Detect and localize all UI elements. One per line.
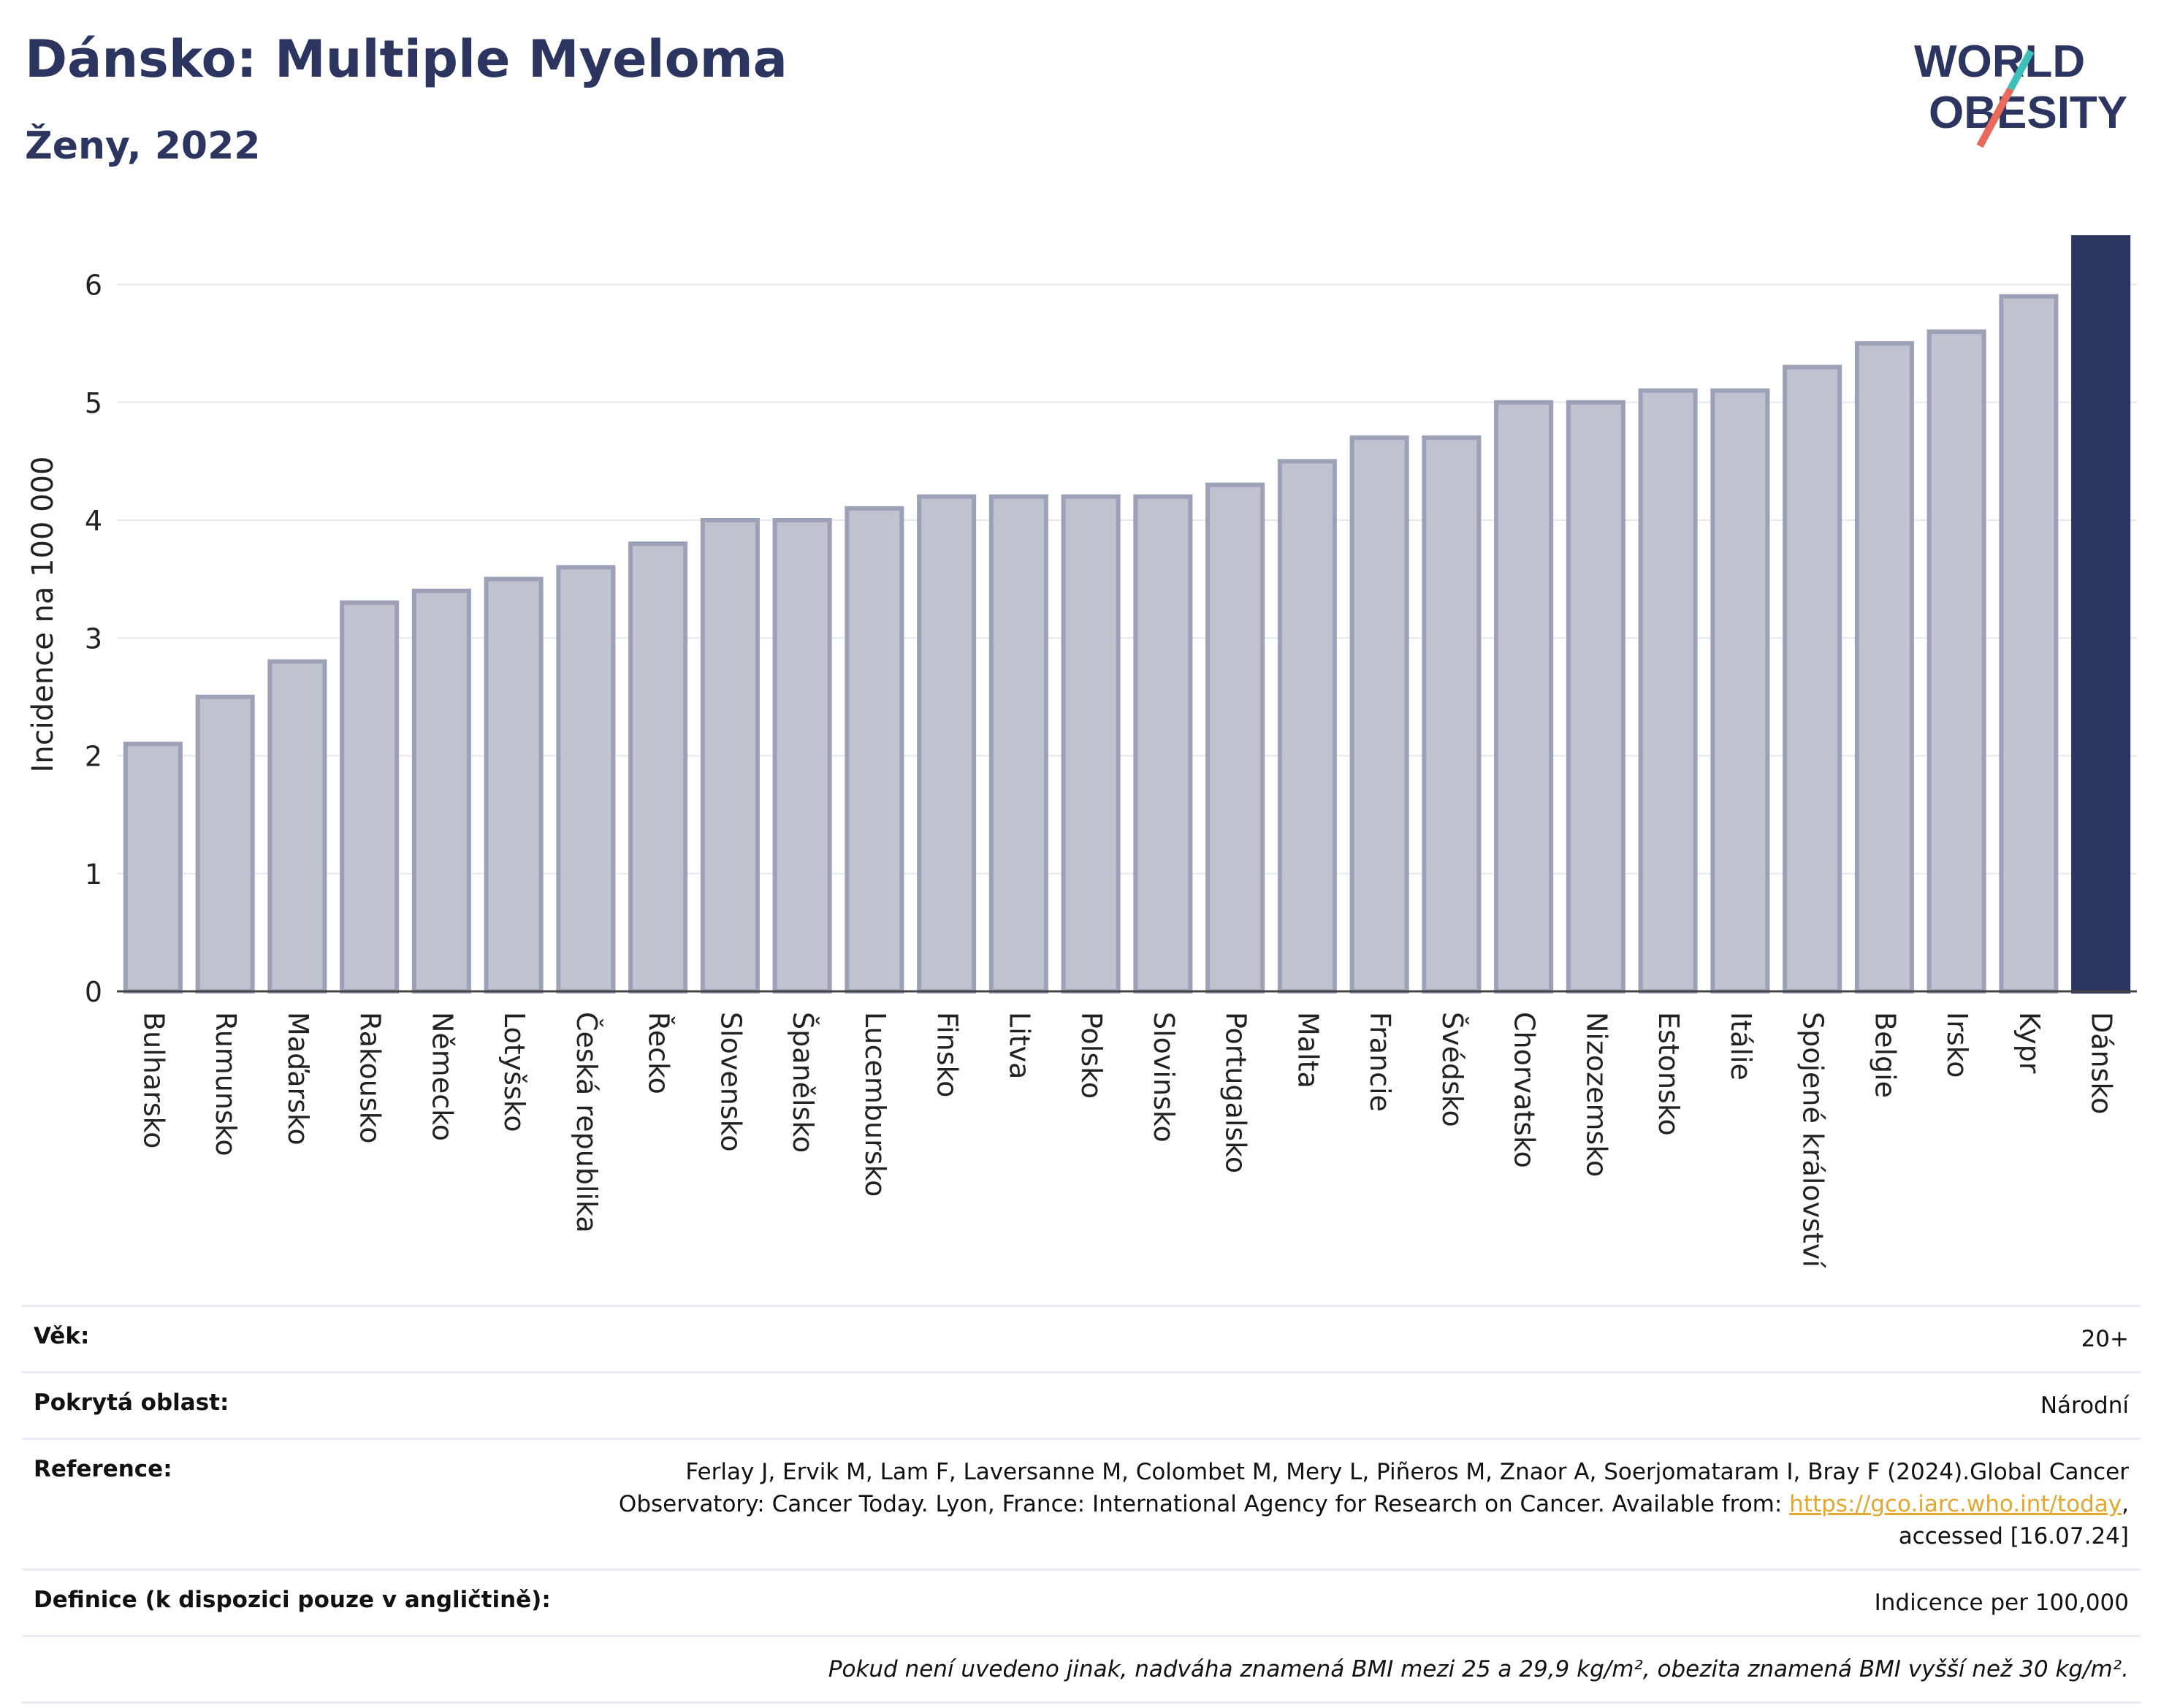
x-tick-label: Chorvatsko: [1509, 1012, 1541, 1168]
bar-1: [123, 741, 183, 994]
reference-label: Reference:: [34, 1456, 172, 1482]
x-tick-label: Slovinsko: [1148, 1012, 1180, 1143]
bar-21: [1566, 400, 1625, 994]
bar-7: [556, 565, 616, 994]
x-tick-label: Belgie: [1869, 1012, 1901, 1098]
bars: [123, 235, 2131, 994]
area-value: Národní: [2040, 1392, 2129, 1419]
bar-26: [1926, 329, 1986, 994]
logo-slash-teal: [2007, 49, 2035, 91]
bar-25: [1854, 341, 1914, 994]
reference-text: Ferlay J, Ervik M, Lam F, Laversanne M, …: [618, 1459, 2129, 1517]
definition-label: Definice (k dispozici pouze v angličtině…: [34, 1587, 551, 1613]
bar-27: [1999, 294, 2059, 994]
y-tick-label: 0: [85, 976, 102, 1008]
y-axis-label: Incidence na 100 000: [26, 457, 60, 773]
bar-18: [1349, 435, 1409, 994]
x-tick-label: Lotyšsko: [498, 1012, 530, 1132]
bar-16: [1205, 482, 1265, 994]
x-tick-label: Řecko: [643, 1012, 675, 1094]
y-tick-label: 3: [85, 622, 102, 655]
page-title: Dánsko: Multiple Myeloma: [25, 29, 788, 89]
x-tick-label: Portugalsko: [1220, 1012, 1252, 1173]
x-tick-label: Estonsko: [1653, 1012, 1685, 1136]
bar-5: [411, 588, 471, 994]
bar-2: [195, 694, 255, 994]
x-tick-label: Itálie: [1725, 1012, 1757, 1080]
x-tick-label: Švédsko: [1436, 1012, 1468, 1127]
bar-17: [1277, 459, 1337, 994]
bar-3: [267, 659, 327, 994]
bar-20: [1494, 400, 1554, 994]
bmi-note: Pokud není uvedeno jinak, nadváha znamen…: [828, 1656, 2129, 1682]
bar-24: [1783, 365, 1842, 994]
bar-10: [772, 518, 832, 994]
bar-28: [2071, 235, 2131, 994]
x-tick-label: Bulharsko: [137, 1012, 169, 1148]
bar-8: [628, 541, 688, 994]
meta-row-definition: Definice (k dispozici pouze v angličtině…: [22, 1568, 2141, 1635]
x-tick-label: Malta: [1292, 1012, 1324, 1089]
definition-value: Indicence per 100,000: [1874, 1590, 2129, 1616]
bar-15: [1133, 494, 1193, 994]
bar-6: [484, 576, 544, 994]
bar-chart: 0 1 2 3 4 5 6 Bulharsko Rumunsko Maďarsko Rakousk…: [26, 235, 2137, 1268]
bar-22: [1638, 388, 1698, 994]
bar-13: [988, 494, 1048, 994]
x-tick-label: Finsko: [931, 1012, 964, 1097]
x-tick-label: Dánsko: [2086, 1012, 2118, 1114]
x-tick-label: Česká republika: [571, 1012, 603, 1233]
bar-12: [917, 494, 977, 994]
metadata-table: Věk: 20+ Pokrytá oblast: Národní Referen…: [22, 1305, 2141, 1704]
x-tick-label: Litva: [1003, 1012, 1035, 1079]
x-tick-label: Lucembursko: [859, 1012, 891, 1197]
x-tick-label: Nizozemsko: [1580, 1012, 1612, 1177]
meta-row-area: Pokrytá oblast: Národní: [22, 1371, 2141, 1438]
x-tick-label: Polsko: [1075, 1012, 1108, 1099]
x-axis-labels: Bulharsko Rumunsko Maďarsko Rakousko Německo…: [137, 1012, 2117, 1268]
reference-link[interactable]: https://gco.iarc.who.int/today: [1789, 1491, 2122, 1517]
y-tick-label: 2: [85, 741, 102, 773]
logo-slash-red: [1976, 87, 2014, 148]
world-obesity-logo: WORLD OBESITY: [1914, 37, 2127, 148]
bar-11: [845, 506, 904, 994]
x-tick-label: Francie: [1364, 1012, 1396, 1112]
x-tick-label: Spojené království: [1797, 1012, 1829, 1268]
bar-4: [340, 600, 400, 994]
x-tick-label: Irsko: [1941, 1012, 1973, 1078]
bar-19: [1422, 435, 1482, 994]
y-axis-ticks: 0 1 2 3 4 5 6: [85, 270, 102, 1009]
y-tick-label: 4: [85, 505, 102, 537]
page-subtitle: Ženy, 2022: [25, 124, 261, 168]
meta-row-age: Věk: 20+: [22, 1305, 2141, 1371]
logo-line1: WORLD: [1914, 37, 2085, 87]
y-tick-label: 6: [85, 270, 102, 302]
reference-value: Ferlay J, Ervik M, Lam F, Laversanne M, …: [558, 1456, 2129, 1552]
age-value: 20+: [2081, 1326, 2129, 1352]
meta-row-note: Pokud není uvedeno jinak, nadváha znamen…: [22, 1635, 2141, 1704]
age-label: Věk:: [34, 1323, 90, 1349]
bar-9: [700, 518, 760, 994]
x-tick-label: Rumunsko: [210, 1012, 242, 1156]
x-tick-label: Španělsko: [787, 1012, 819, 1153]
x-tick-label: Německo: [426, 1012, 458, 1141]
x-tick-label: Rakousko: [354, 1012, 386, 1144]
y-tick-label: 1: [85, 858, 102, 891]
x-tick-label: Slovensko: [714, 1012, 747, 1152]
x-tick-label: Maďarsko: [282, 1012, 314, 1145]
y-tick-label: 5: [85, 387, 102, 419]
x-tick-label: Kypr: [2013, 1012, 2046, 1074]
logo-line2: OBESITY: [1929, 88, 2127, 138]
area-label: Pokrytá oblast:: [34, 1389, 229, 1416]
reference-accessed: , accessed [16.07.24]: [1898, 1491, 2129, 1549]
meta-row-reference: Reference: Ferlay J, Ervik M, Lam F, Lav…: [22, 1438, 2141, 1568]
bar-14: [1061, 494, 1121, 994]
bar-23: [1710, 388, 1770, 994]
